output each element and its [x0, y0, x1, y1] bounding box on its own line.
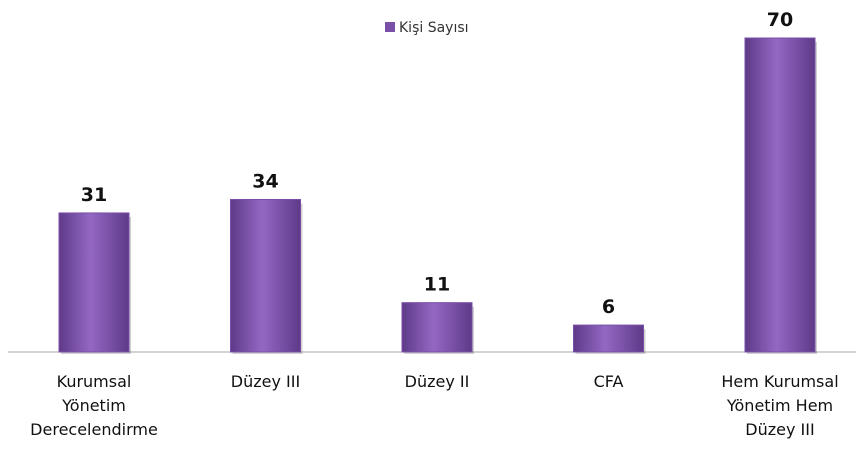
- x-tick-label: Hem Kurumsal Yönetim Hem Düzey III: [721, 372, 839, 439]
- value-label: 6: [602, 296, 615, 318]
- value-label: 11: [424, 274, 450, 296]
- legend-label: Kişi Sayısı: [399, 20, 469, 36]
- x-tick-label: CFA: [593, 372, 624, 391]
- bar: [744, 37, 816, 353]
- bar: [401, 302, 473, 353]
- value-label: 34: [252, 170, 278, 192]
- bar: [230, 198, 301, 353]
- bar: [58, 212, 130, 353]
- bar: [573, 324, 644, 353]
- x-tick-label: Düzey III: [230, 372, 301, 391]
- legend-swatch: [385, 22, 395, 32]
- value-label: 31: [81, 184, 107, 206]
- value-label: 70: [767, 9, 793, 31]
- x-tick-label: Kurumsal Yönetim Derecelendirme: [30, 372, 158, 439]
- x-tick-label: Düzey II: [404, 372, 470, 391]
